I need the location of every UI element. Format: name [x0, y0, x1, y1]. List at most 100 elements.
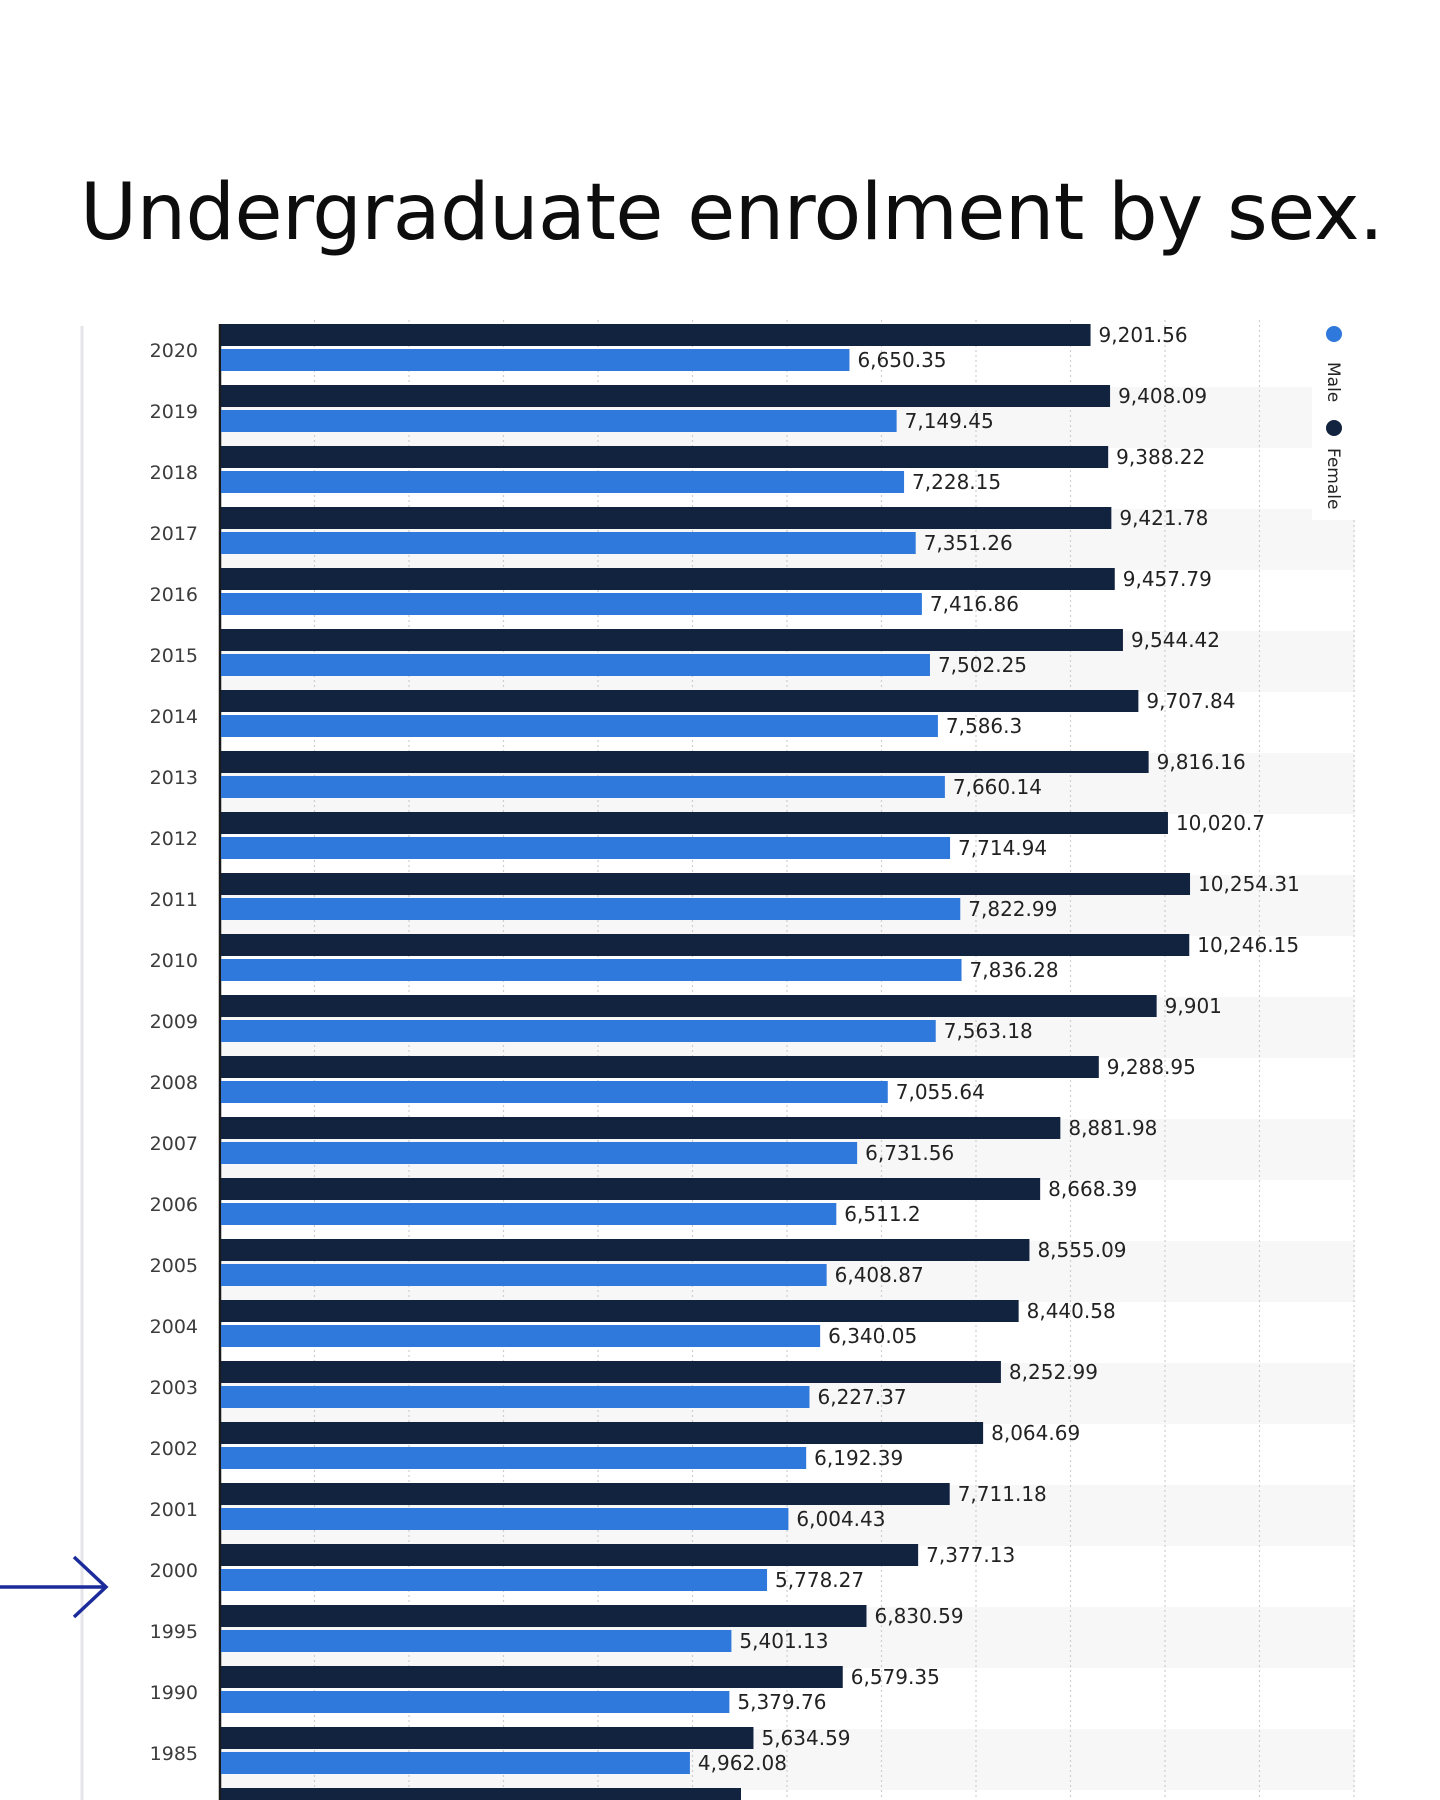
bar-male[interactable] — [221, 1386, 810, 1408]
data-label-female: 9,421.78 — [1119, 506, 1208, 530]
bar-male[interactable] — [221, 1691, 730, 1713]
bar-female[interactable] — [221, 446, 1109, 468]
data-label-male: 7,502.25 — [938, 653, 1027, 677]
bar-female[interactable] — [221, 1727, 754, 1749]
data-label-female: 7,377.13 — [926, 1543, 1015, 1567]
bar-female[interactable] — [221, 873, 1191, 895]
y-tick-label: 2016 — [150, 584, 198, 606]
bar-male[interactable] — [221, 776, 945, 798]
y-tick-label: 1995 — [150, 1621, 198, 1643]
data-label-female: 9,388.22 — [1116, 445, 1205, 469]
bar-female[interactable] — [221, 1544, 919, 1566]
bar-female[interactable] — [221, 995, 1157, 1017]
y-tick-label: 2008 — [150, 1072, 198, 1094]
bar-male[interactable] — [221, 1752, 690, 1774]
data-label-male: 6,511.2 — [844, 1202, 920, 1226]
data-label-male: 5,401.13 — [739, 1629, 828, 1653]
data-label-female: 8,440.58 — [1027, 1299, 1116, 1323]
y-tick-label: 2004 — [150, 1316, 198, 1338]
bar-male[interactable] — [221, 410, 897, 432]
bar-male[interactable] — [221, 959, 962, 981]
data-label-male: 6,004.43 — [796, 1507, 885, 1531]
bar-female-partial — [221, 1788, 741, 1800]
data-label-male: 6,340.05 — [828, 1324, 917, 1348]
bar-female[interactable] — [221, 324, 1091, 346]
y-tick-label: 2007 — [150, 1133, 198, 1155]
bar-female[interactable] — [221, 1666, 843, 1688]
bar-male[interactable] — [221, 1020, 936, 1042]
y-tick-label: 1985 — [150, 1743, 198, 1765]
data-label-male: 7,149.45 — [905, 409, 994, 433]
bar-male[interactable] — [221, 715, 938, 737]
bar-female[interactable] — [221, 568, 1115, 590]
data-label-male: 7,822.99 — [968, 897, 1057, 921]
data-label-female: 10,020.7 — [1176, 811, 1265, 835]
bar-male[interactable] — [221, 532, 916, 554]
data-label-male: 7,416.86 — [930, 592, 1019, 616]
bar-female[interactable] — [221, 1605, 867, 1627]
bar-female[interactable] — [221, 1422, 984, 1444]
data-label-female: 10,254.31 — [1198, 872, 1300, 896]
chart-container: 2020 9,201.56 6,650.35 2019 9,408.09 7,149.45… — [80, 320, 1360, 1800]
bar-chart: 2020 9,201.56 6,650.35 2019 9,408.09 7,149.45… — [80, 320, 1358, 1800]
bar-female[interactable] — [221, 385, 1111, 407]
y-tick-label: 2015 — [150, 645, 198, 667]
bar-female[interactable] — [221, 1117, 1061, 1139]
bar-female[interactable] — [221, 1483, 950, 1505]
bar-male[interactable] — [221, 593, 922, 615]
bar-female[interactable] — [221, 751, 1149, 773]
bar-male[interactable] — [221, 1142, 858, 1164]
y-tick-label: 2005 — [150, 1255, 198, 1277]
data-label-male: 6,408.87 — [835, 1263, 924, 1287]
bar-female[interactable] — [221, 812, 1168, 834]
data-label-male: 7,055.64 — [896, 1080, 985, 1104]
annotation-arrow-icon — [0, 1555, 109, 1619]
legend-background — [1312, 320, 1358, 520]
bar-female[interactable] — [221, 1056, 1099, 1078]
bar-female[interactable] — [221, 629, 1123, 651]
legend-female-marker[interactable] — [1326, 420, 1342, 436]
bar-male[interactable] — [221, 1569, 768, 1591]
y-tick-label: 2003 — [150, 1377, 198, 1399]
y-tick-label: 2001 — [150, 1499, 198, 1521]
y-tick-label: 2013 — [150, 767, 198, 789]
legend-male-marker[interactable] — [1326, 326, 1342, 342]
data-label-female: 8,555.09 — [1037, 1238, 1126, 1262]
data-label-female: 9,707.84 — [1146, 689, 1235, 713]
bar-male[interactable] — [221, 1203, 837, 1225]
bar-female[interactable] — [221, 934, 1190, 956]
data-label-male: 7,586.3 — [946, 714, 1022, 738]
data-label-male: 5,379.76 — [737, 1690, 826, 1714]
data-label-female: 9,816.16 — [1157, 750, 1246, 774]
bar-female[interactable] — [221, 1178, 1041, 1200]
bar-male[interactable] — [221, 654, 930, 676]
bar-female[interactable] — [221, 507, 1112, 529]
bar-female[interactable] — [221, 1361, 1001, 1383]
data-label-female: 6,579.35 — [851, 1665, 940, 1689]
legend-female-label[interactable]: Female — [1323, 448, 1343, 509]
data-label-male: 7,563.18 — [944, 1019, 1033, 1043]
data-label-female: 9,457.79 — [1123, 567, 1212, 591]
bar-male[interactable] — [221, 898, 961, 920]
bar-male[interactable] — [221, 1325, 821, 1347]
bar-female[interactable] — [221, 1300, 1019, 1322]
bar-female[interactable] — [221, 690, 1139, 712]
bar-male[interactable] — [221, 1081, 888, 1103]
legend-male-label[interactable]: Male — [1323, 362, 1343, 402]
bar-female[interactable] — [221, 1239, 1030, 1261]
bar-male[interactable] — [221, 1630, 732, 1652]
bar-male[interactable] — [221, 471, 905, 493]
bar-male[interactable] — [221, 349, 850, 371]
data-label-female: 7,711.18 — [958, 1482, 1047, 1506]
y-tick-label: 2006 — [150, 1194, 198, 1216]
y-tick-label: 2020 — [150, 340, 198, 362]
y-tick-label: 2011 — [150, 889, 198, 911]
legend: Male Female — [1312, 320, 1358, 520]
y-tick-label: 2019 — [150, 401, 198, 423]
bar-male[interactable] — [221, 1508, 789, 1530]
bar-male[interactable] — [221, 837, 951, 859]
bar-male[interactable] — [221, 1264, 827, 1286]
data-label-female: 5,634.59 — [761, 1726, 850, 1750]
data-label-male: 7,660.14 — [953, 775, 1042, 799]
bar-male[interactable] — [221, 1447, 807, 1469]
